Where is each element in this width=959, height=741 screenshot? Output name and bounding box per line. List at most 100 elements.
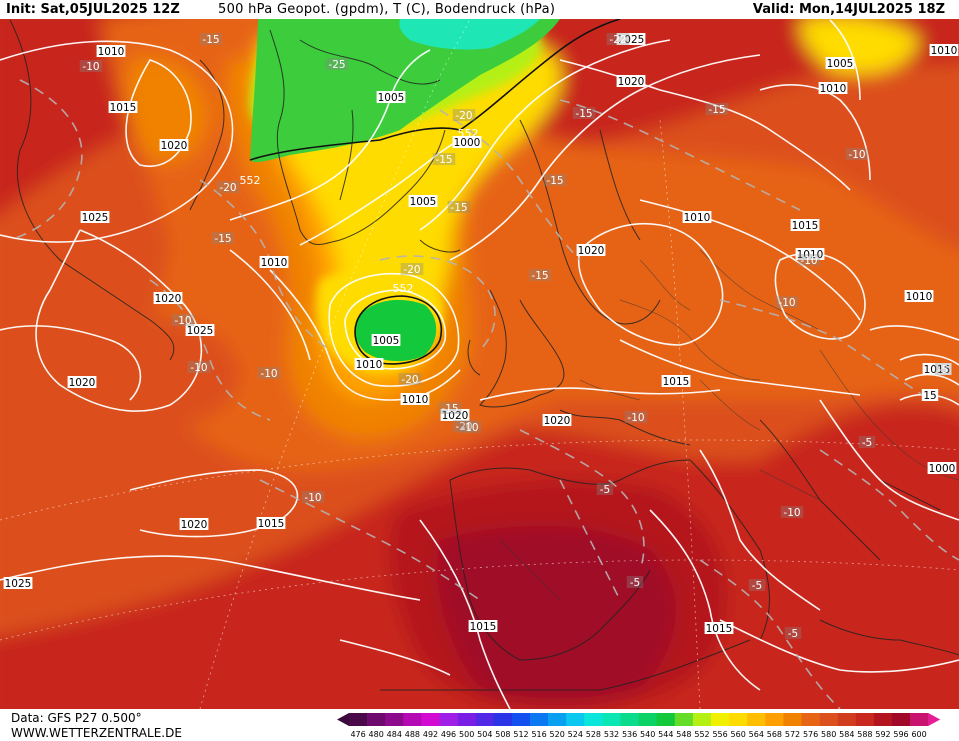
legend-swatch (783, 713, 802, 726)
legend-swatch (801, 713, 820, 726)
temperature-label: -20 (219, 182, 236, 194)
temperature-label-box (934, 363, 952, 375)
temperature-label: -20 (403, 264, 420, 276)
pressure-label-box (927, 462, 957, 474)
legend-tick-label: 508 (495, 730, 510, 739)
pressure-label: 1005 (827, 58, 854, 70)
pressure-label: 1020 (69, 377, 96, 389)
legend-tick-label: 540 (640, 730, 655, 739)
pressure-label: 1010 (98, 46, 125, 58)
temperature-label-box (797, 254, 821, 266)
temperature-label: -10 (461, 422, 478, 434)
color-scale-legend: 476 480 484 488 492 496 500 504 508 512 516 520 524 5… (337, 713, 941, 739)
pressure-label-box (576, 244, 606, 256)
legend-tick-label: 496 (441, 730, 456, 739)
temperature-label-box (438, 402, 462, 414)
temperature-label: -5 (600, 484, 610, 496)
chart-title: 500 hPa Geopot. (gpdm), T (C), Bodendruc… (218, 2, 556, 17)
pressure-label: 1020 (578, 245, 605, 257)
pressure-label: 1010 (684, 212, 711, 224)
pressure-label: 1020 (544, 415, 571, 427)
legend-swatch (638, 713, 657, 726)
pressure-label-box (80, 211, 110, 223)
temperature-label: -5 (862, 437, 872, 449)
temperature-label: -5 (752, 580, 762, 592)
temperature-label-box (775, 296, 799, 308)
temperature-label: -10 (304, 492, 321, 504)
pressure-label-box (256, 517, 286, 529)
legend-tick-label: 476 (350, 730, 365, 739)
pressure-label: 1025 (82, 212, 109, 224)
legend-swatch (511, 713, 531, 726)
pressure-label: 1020 (155, 293, 182, 305)
geopotential-label: 552 (240, 174, 261, 187)
legend-tick-label: 592 (875, 730, 890, 739)
legend-swatch (421, 713, 440, 726)
pressure-label-box (661, 375, 691, 387)
temperature-label: -10 (848, 149, 865, 161)
legend-arrow-right (928, 713, 941, 726)
temperature-label: -20 (455, 110, 472, 122)
pressure-label-box (929, 44, 959, 56)
temperature-label-box (432, 153, 456, 165)
legend-tick-label: 580 (821, 730, 836, 739)
legend-tick-label: 552 (694, 730, 709, 739)
pressure-label-box (354, 358, 384, 370)
temperature-label-layer: -15-10-20-15-25-20-15-15-20 -15-15-15 -15-… (79, 33, 952, 640)
temperature-label-box (398, 373, 422, 385)
legend-swatch (584, 713, 603, 726)
pressure-label-box (542, 414, 572, 426)
legend-swatch (711, 713, 730, 726)
coastlines (9, 19, 959, 691)
pressure-label-box (468, 620, 498, 632)
pressure-label-box (371, 334, 401, 346)
legend-swatch (837, 713, 857, 726)
pressure-label: 1020 (618, 76, 645, 88)
legend-swatch (602, 713, 621, 726)
pressure-label-box (616, 75, 646, 87)
temperature-label-box (784, 627, 802, 639)
pressure-label-box (179, 518, 209, 530)
temperature-label-box (452, 109, 476, 121)
legend-swatch (892, 713, 911, 726)
legend-swatch (910, 713, 929, 726)
temperature-label-box (596, 483, 614, 495)
legend-tick-label: 536 (622, 730, 637, 739)
geopotential-label: 552 (393, 282, 414, 295)
pressure-label: 1015 (924, 364, 951, 376)
legend-tick-label: 600 (911, 730, 926, 739)
temperature-label-box (79, 60, 103, 72)
temperature-label-box (543, 174, 567, 186)
temperature-label-box (748, 579, 766, 591)
legend-tick-label: 520 (550, 730, 565, 739)
temperature-label: -20 (401, 374, 418, 386)
legend-swatch (475, 713, 495, 726)
pressure-label: 1005 (373, 335, 400, 347)
pressure-label: 1010 (906, 291, 933, 303)
temperature-label: -10 (627, 412, 644, 424)
weather-map: 1010 1015 1020 1025 1010 1020 1025 1020 1005 1000… (0, 19, 959, 709)
temperature-label-box (572, 107, 596, 119)
temperature-label: -10 (783, 507, 800, 519)
website-text: WWW.WETTERZENTRALE.DE (11, 726, 182, 740)
temperature-label: -20 (609, 34, 626, 46)
temperature-label: -20 (455, 421, 472, 433)
temperature-label: -15 (214, 233, 231, 245)
pressure-label: 1025 (5, 578, 32, 590)
legend-tick-label: 556 (712, 730, 727, 739)
temperature-label-box (216, 181, 240, 193)
pressure-label-box (682, 211, 712, 223)
temperature-label: -15 (441, 403, 458, 415)
legend-tick-label: 488 (405, 730, 420, 739)
geopotential-label-layer: 552 552 552 -2 (240, 33, 627, 295)
pressure-label: 1015 (258, 518, 285, 530)
legend-tick-label: 532 (604, 730, 619, 739)
pressure-label-layer: 1010 1015 1020 1025 1010 1020 1025 1020 1005 1000… (3, 33, 959, 635)
pressure-label: 1000 (454, 137, 481, 149)
legend-tick-label: 596 (893, 730, 908, 739)
pressure-label-box (452, 136, 482, 148)
temperature-label-box (626, 576, 644, 588)
temperature-label-box (325, 58, 349, 70)
init-time: Init: Sat,05JUL2025 12Z (6, 2, 180, 17)
pressure-label: 1015 (110, 102, 137, 114)
